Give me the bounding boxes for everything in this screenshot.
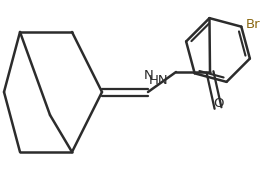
Text: N: N [144,69,154,82]
Text: O: O [214,97,224,110]
Text: HN: HN [148,74,168,87]
Text: Br: Br [245,18,260,31]
